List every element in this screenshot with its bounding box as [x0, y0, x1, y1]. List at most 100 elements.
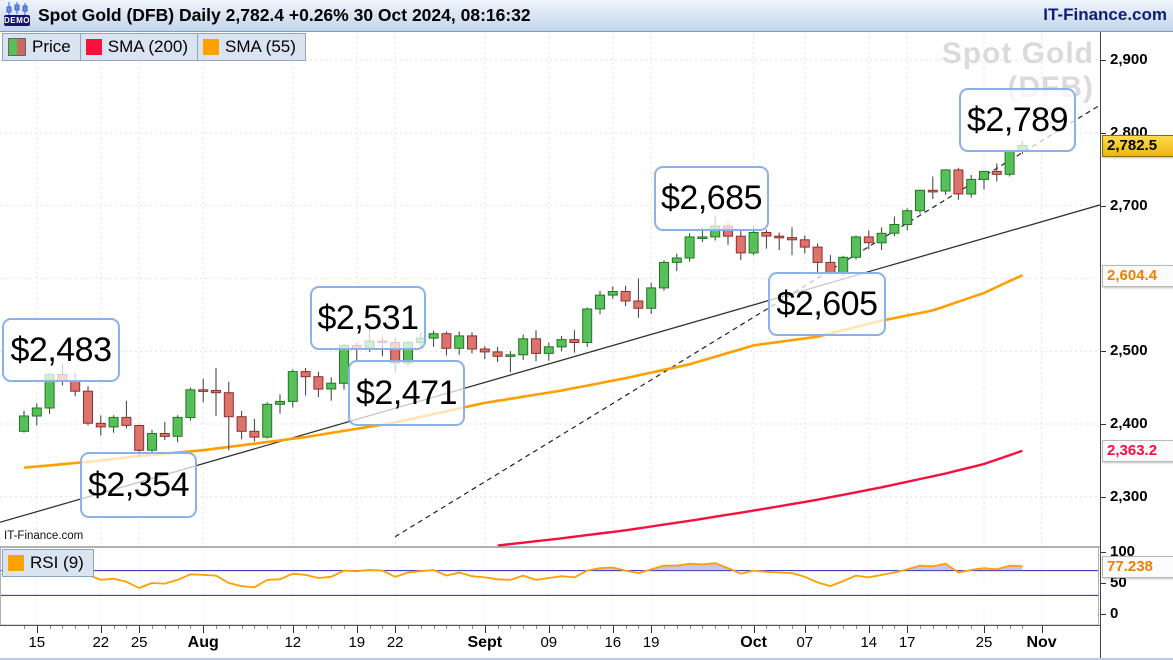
demo-badge: DEMO — [4, 15, 30, 26]
candle — [236, 416, 247, 432]
candle — [287, 371, 298, 402]
time-minor-tick — [715, 626, 717, 629]
rsi-legend-row: RSI (9) — [2, 549, 94, 577]
axis-tick — [1101, 424, 1106, 425]
candle — [851, 236, 861, 258]
time-minor-tick — [49, 626, 51, 629]
time-minor-tick — [254, 626, 256, 629]
price-annotation[interactable]: $2,685 — [654, 166, 769, 231]
price-chart-canvas[interactable] — [0, 0, 1100, 660]
time-minor-tick — [305, 626, 307, 629]
time-minor-tick — [830, 626, 832, 629]
rsi-axis-label: 0 — [1110, 605, 1119, 622]
candle — [838, 256, 849, 274]
price-annotation[interactable]: $2,605 — [768, 272, 886, 336]
brand-link[interactable]: IT-Finance.com — [1043, 5, 1167, 24]
legend-price-label: Price — [32, 37, 71, 56]
time-minor-tick — [971, 626, 973, 629]
candle — [505, 354, 516, 357]
candle — [147, 433, 157, 451]
y-axis-label: 2,900 — [1110, 51, 1148, 68]
candle — [876, 232, 887, 244]
time-axis[interactable]: 15 22 25 Aug 12 19 22 Sept 09 16 19 Oct 07 14 17 25 Nov — [0, 625, 1173, 659]
candle — [479, 348, 490, 353]
time-minor-tick — [420, 626, 422, 629]
candle — [223, 392, 234, 418]
time-minor-tick — [510, 626, 512, 629]
time-minor-tick — [625, 626, 627, 629]
time-minor-tick — [676, 626, 678, 629]
candle — [582, 308, 593, 343]
y-axis-label: 2,700 — [1110, 196, 1148, 214]
time-minor-tick — [62, 626, 64, 629]
candle — [31, 407, 42, 417]
sma55-swatch-icon — [203, 39, 220, 55]
time-minor-tick — [856, 626, 857, 629]
time-minor-tick — [561, 626, 563, 629]
time-minor-tick — [472, 626, 473, 629]
candles-layer[interactable] — [19, 140, 1028, 458]
x-axis-label: 17 — [898, 634, 916, 651]
time-minor-tick — [1009, 626, 1011, 629]
legend-rsi-chip[interactable]: RSI (9) — [2, 549, 94, 577]
time-minor-tick — [190, 626, 192, 629]
time-minor-tick — [88, 626, 89, 629]
candle — [108, 416, 119, 428]
time-minor-tick — [817, 626, 819, 629]
candle — [492, 351, 503, 357]
candle — [211, 390, 221, 394]
time-minor-tick — [638, 626, 640, 629]
time-minor-tick — [779, 626, 781, 629]
time-minor-tick — [446, 626, 448, 629]
legend-sma200-label: SMA (200) — [107, 37, 189, 56]
time-minor-tick — [766, 626, 768, 629]
time-minor-tick — [408, 626, 409, 629]
axis-tick — [1101, 496, 1106, 498]
sma200-line[interactable] — [497, 449, 1023, 547]
time-minor-tick — [433, 626, 435, 629]
time-minor-tick — [164, 626, 166, 629]
candle — [569, 339, 580, 344]
time-minor-tick — [228, 626, 230, 629]
price-annotation[interactable]: $2,471 — [348, 360, 465, 426]
time-minor-tick — [574, 626, 576, 629]
title-bar: DEMO Spot Gold (DFB) Daily 2,782.4 +0.26… — [0, 0, 1173, 32]
rsi-line[interactable] — [23, 562, 1023, 589]
candle — [915, 189, 925, 212]
x-axis-label: Aug — [187, 634, 219, 651]
candle — [326, 382, 337, 390]
time-minor-tick — [894, 626, 896, 629]
candle — [979, 170, 989, 180]
candle — [198, 389, 209, 392]
legend-price-chip[interactable]: Price — [2, 33, 81, 61]
candle — [313, 376, 324, 390]
candle — [70, 380, 81, 392]
price-annotation[interactable]: $2,354 — [80, 452, 197, 518]
time-minor-tick — [152, 626, 153, 629]
candle — [185, 389, 196, 418]
sma55-value-badge: 2,604.4 — [1102, 264, 1173, 287]
price-axis[interactable]: 2,900 2,800 2,700 2,500 2,400 2,300 100 50 0 2,78… — [1100, 31, 1173, 660]
time-major-tick — [804, 626, 806, 633]
candle — [19, 415, 29, 432]
price-annotation[interactable]: $2,483 — [2, 318, 120, 382]
time-minor-tick — [267, 626, 269, 629]
time-minor-tick — [318, 626, 320, 629]
legend-sma200-chip[interactable]: SMA (200) — [79, 33, 199, 61]
time-major-tick — [203, 626, 205, 633]
price-annotation[interactable]: $2,531 — [310, 286, 426, 350]
candle — [518, 338, 529, 356]
x-axis-label: 16 — [604, 634, 622, 651]
price-annotation[interactable]: $2,789 — [959, 88, 1076, 152]
time-minor-tick — [702, 626, 704, 629]
candle — [799, 239, 810, 248]
time-minor-tick — [75, 626, 77, 629]
legend-sma55-chip[interactable]: SMA (55) — [197, 33, 306, 61]
time-minor-tick — [932, 626, 934, 629]
time-minor-tick — [523, 626, 525, 629]
candle — [966, 178, 977, 195]
time-minor-tick — [600, 626, 601, 629]
time-major-tick — [356, 626, 358, 633]
candle — [275, 400, 285, 405]
candle — [172, 416, 183, 437]
